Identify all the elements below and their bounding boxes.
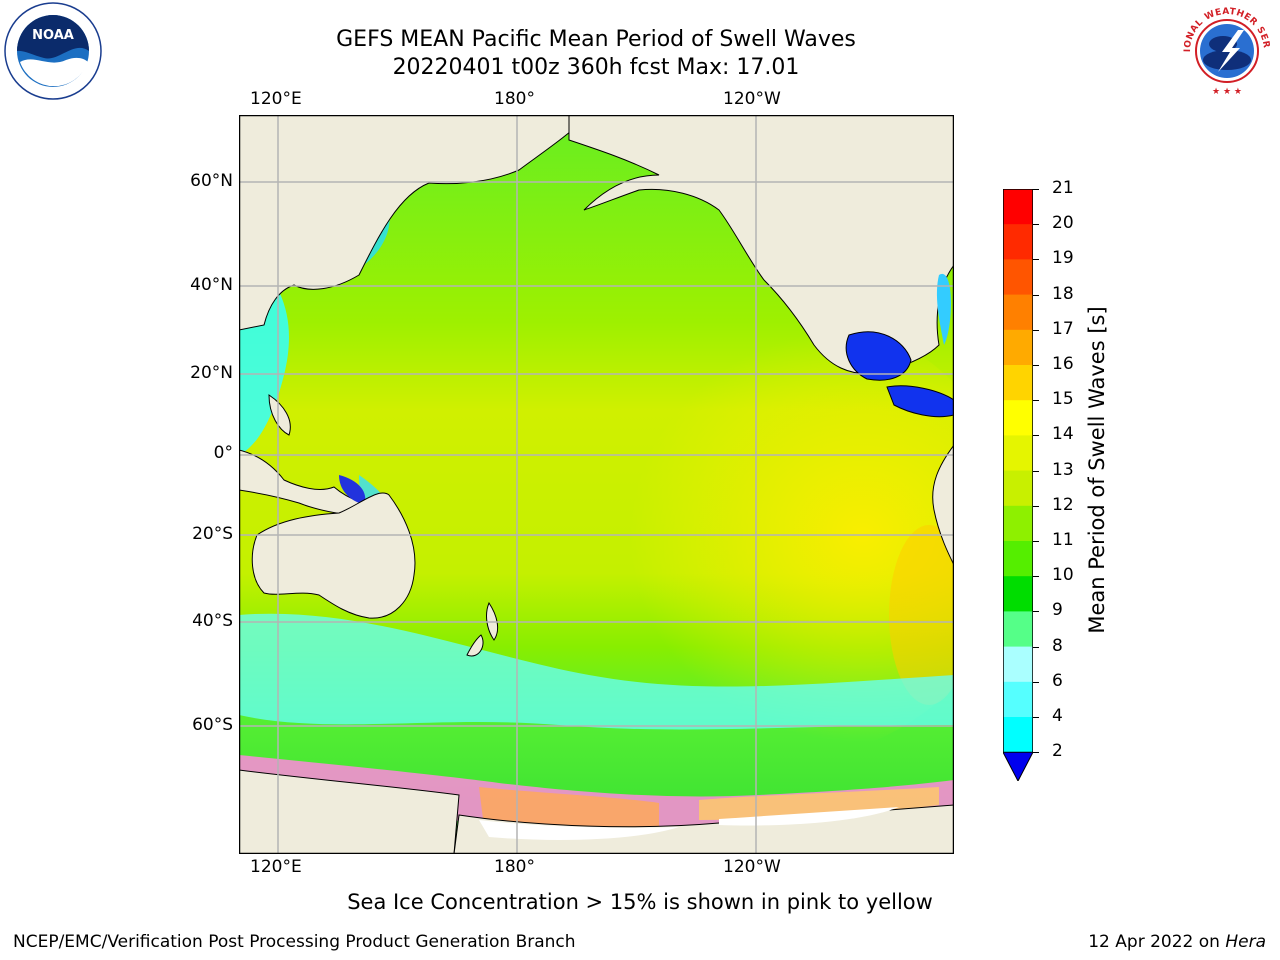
colorbar-tick-mark <box>1033 189 1039 190</box>
colorbar-tick-label: 18 <box>1052 283 1074 304</box>
colorbar-tick-mark <box>1033 505 1039 507</box>
colorbar-tick-mark <box>1033 576 1039 578</box>
colorbar-segment <box>1003 505 1033 542</box>
colorbar-tick-mark <box>1033 329 1039 331</box>
lat-label-60s: 60°S <box>192 715 233 735</box>
colorbar-segment <box>1003 259 1033 296</box>
top-lon-label-2: 180° <box>494 89 535 109</box>
colorbar-segment <box>1003 224 1033 260</box>
bottom-lon-label-3: 120°W <box>723 857 781 877</box>
colorbar-title: Mean Period of Swell Waves [s] <box>1085 306 1109 634</box>
pacific-swell-map <box>239 115 954 854</box>
colorbar-segment <box>1003 329 1033 366</box>
southern-ocean-short-period <box>239 613 954 730</box>
colorbar-segment <box>1003 541 1033 577</box>
colorbar-tick-mark <box>1033 470 1039 472</box>
lat-label-20n: 20°N <box>190 363 233 383</box>
colorbar-segment <box>1003 435 1033 472</box>
colorbar-tick-mark <box>1033 611 1039 613</box>
colorbar-tick-mark <box>1033 294 1039 296</box>
colorbar-tick-mark <box>1033 365 1039 366</box>
colorbar-tick-mark <box>1033 717 1039 718</box>
sea-ice-footnote: Sea Ice Concentration > 15% is shown in … <box>347 890 933 914</box>
colorbar-segment <box>1003 400 1033 436</box>
colorbar-segment <box>1003 611 1033 648</box>
colorbar-extend-arrow <box>1002 751 1034 783</box>
svg-text:★ ★ ★: ★ ★ ★ <box>1212 87 1242 97</box>
lat-label-40n: 40°N <box>190 275 233 295</box>
colorbar-tick-label: 21 <box>1052 178 1074 198</box>
colorbar-tick-label: 9 <box>1052 600 1063 621</box>
north-america-landmass <box>568 115 954 375</box>
colorbar-tick-mark <box>1033 259 1039 261</box>
top-lon-label-3: 120°W <box>723 89 781 109</box>
colorbar <box>1002 188 1034 783</box>
chart-subtitle: 20220401 t00z 360h fcst Max: 17.01 <box>392 55 800 80</box>
colorbar-tick-label: 16 <box>1052 354 1074 374</box>
graticule <box>239 115 954 854</box>
colorbar-segment <box>1003 576 1033 612</box>
credit-machine: Hera <box>1225 932 1266 952</box>
credit-branch: NCEP/EMC/Verification Post Processing Pr… <box>13 932 576 952</box>
colorbar-tick-mark <box>1033 224 1039 226</box>
credit-date-text: 12 Apr 2022 on <box>1088 932 1226 952</box>
colorbar-tick-label: 8 <box>1052 635 1063 656</box>
colorbar-tick-label: 14 <box>1052 424 1074 445</box>
colorbar-segment <box>1003 365 1033 401</box>
colorbar-segment <box>1003 717 1033 753</box>
lat-label-0: 0° <box>213 443 233 463</box>
colorbar-tick-label: 6 <box>1052 670 1063 691</box>
noaa-logo: NOAA <box>4 2 102 100</box>
top-lon-label-1: 120°E <box>250 89 302 109</box>
chart-title: GEFS MEAN Pacific Mean Period of Swell W… <box>336 27 856 52</box>
colorbar-tick-mark <box>1033 400 1039 402</box>
lat-label-20s: 20°S <box>192 524 233 544</box>
colorbar-tick-mark <box>1033 541 1039 542</box>
colorbar-tick-label: 20 <box>1052 213 1074 234</box>
colorbar-segment <box>1003 681 1033 718</box>
lat-label-40s: 40°S <box>192 611 233 631</box>
colorbar-segment <box>1003 189 1033 225</box>
colorbar-tick-mark <box>1033 752 1039 754</box>
colorbar-segment <box>1003 470 1033 507</box>
colorbar-tick-mark <box>1033 646 1039 648</box>
colorbar-tick-label: 12 <box>1052 494 1074 515</box>
noaa-logo-text: NOAA <box>32 28 74 43</box>
colorbar-tick-mark <box>1033 435 1039 437</box>
antarctica-landmass <box>239 769 460 854</box>
colorbar-tick-mark <box>1033 681 1039 683</box>
colorbar-tick-label: 2 <box>1052 741 1063 762</box>
colorbar-tick-label: 13 <box>1052 459 1074 480</box>
colorbar-tick-label: 19 <box>1052 248 1074 269</box>
colorbar-tick-label: 17 <box>1052 318 1074 339</box>
australia-landmass <box>251 492 416 619</box>
nws-logo: NATIONAL WEATHER SERVICE ★ ★ ★ <box>1174 0 1276 100</box>
colorbar-segment <box>1003 294 1033 331</box>
lat-label-60n: 60°N <box>190 171 233 191</box>
bottom-lon-label-2: 180° <box>494 857 535 877</box>
colorbar-tick-label: 15 <box>1052 389 1074 410</box>
credit-date: 12 Apr 2022 on Hera <box>1088 932 1266 952</box>
colorbar-segment <box>1003 646 1033 683</box>
colorbar-tick-label: 11 <box>1052 530 1074 550</box>
bottom-lon-label-1: 120°E <box>250 857 302 877</box>
colorbar-tick-label: 10 <box>1052 565 1074 586</box>
colorbar-tick-label: 4 <box>1052 706 1063 726</box>
